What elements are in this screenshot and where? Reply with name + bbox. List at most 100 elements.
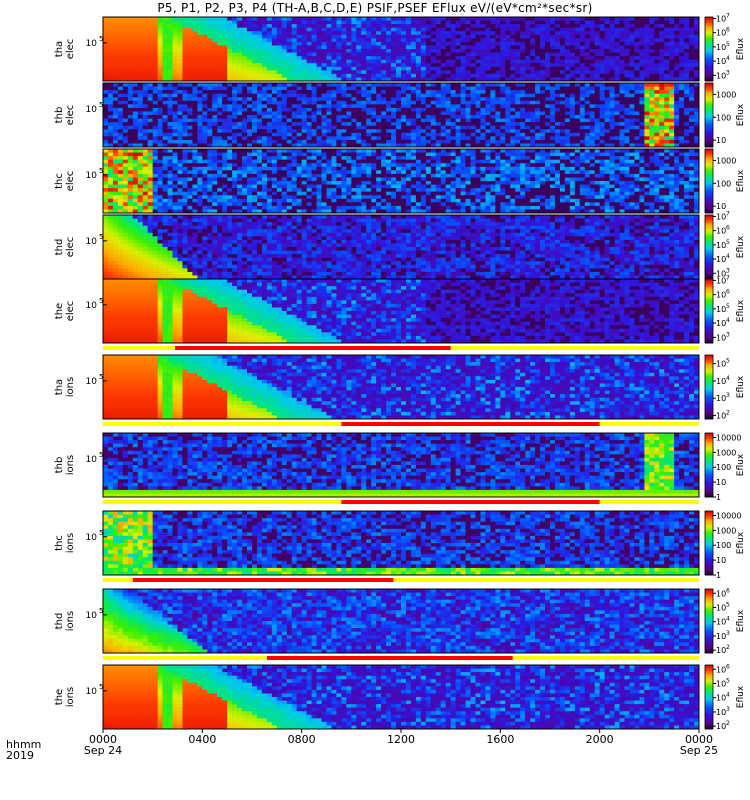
spectrogram-cell xyxy=(674,24,680,28)
spectrogram-cell xyxy=(510,59,516,64)
spectrogram-cell xyxy=(470,66,476,71)
spectrogram-cell xyxy=(117,136,124,141)
spectrogram-cell xyxy=(301,83,307,87)
spectrogram-cell xyxy=(356,41,362,46)
spectrogram-cell xyxy=(624,136,630,141)
spectrogram-cell xyxy=(187,143,193,148)
spectrogram-cell xyxy=(684,34,690,39)
spectrogram-cell xyxy=(396,97,402,102)
spectrogram-cell xyxy=(455,122,461,126)
spectrogram-cell xyxy=(490,38,496,43)
spectrogram-cell xyxy=(490,107,496,112)
spectrogram-cell xyxy=(634,17,640,21)
spectrogram-cell xyxy=(619,86,625,91)
spectrogram-cell xyxy=(276,41,283,46)
spectrogram-cell xyxy=(579,132,586,137)
spectrogram-cell xyxy=(396,111,402,116)
spectrogram-cell xyxy=(564,93,571,98)
spectrogram-cell xyxy=(614,104,620,109)
spectrogram-cell xyxy=(530,38,536,43)
spectrogram-cell xyxy=(515,139,521,144)
spectrogram-cell xyxy=(505,118,511,123)
spectrogram-cell xyxy=(152,139,158,144)
spectrogram-cell xyxy=(107,163,114,168)
spectrogram-cell xyxy=(217,34,223,39)
spectrogram-cell xyxy=(604,139,610,144)
spectrogram-cell xyxy=(112,38,119,43)
spectrogram-cell xyxy=(505,49,511,53)
spectrogram-cell xyxy=(252,136,258,141)
spectrogram-cell xyxy=(296,52,302,57)
spectrogram-cell xyxy=(232,149,238,153)
spectrogram-cell xyxy=(103,159,109,164)
spectrogram-cell xyxy=(669,122,675,126)
spectrogram-cell xyxy=(440,122,446,126)
spectrogram-cell xyxy=(535,73,541,78)
spectrogram-cell xyxy=(614,111,620,116)
colorbar-segment xyxy=(705,137,713,140)
spectrogram-cell xyxy=(689,107,695,112)
spectrogram-cell xyxy=(495,136,501,141)
spectrogram-cell xyxy=(659,66,665,71)
spectrogram-cell xyxy=(386,63,392,68)
spectrogram-cell xyxy=(177,24,183,28)
spectrogram-cell xyxy=(356,143,362,148)
spectrogram-cell xyxy=(132,129,139,134)
spectrogram-cell xyxy=(445,107,451,112)
spectrogram-cell xyxy=(212,129,218,134)
spectrogram-cell xyxy=(371,125,377,130)
spectrogram-cell xyxy=(644,17,650,21)
spectrogram-cell xyxy=(460,56,466,60)
colorbar-segment xyxy=(705,77,713,80)
spectrogram-cell xyxy=(455,59,461,64)
spectrogram-cell xyxy=(639,125,645,130)
spectrogram-cell xyxy=(217,149,223,153)
spectrogram-cell xyxy=(574,31,581,36)
spectrogram-cell xyxy=(604,100,610,105)
spectrogram-cell xyxy=(326,45,332,50)
spectrogram-cell xyxy=(356,66,362,71)
spectrogram-cell xyxy=(386,38,392,43)
spectrogram-cell xyxy=(202,166,208,171)
spectrogram-cell xyxy=(366,139,372,144)
spectrogram-cell xyxy=(599,104,605,109)
spectrogram-cell xyxy=(430,49,437,53)
spectrogram-cell xyxy=(217,184,223,189)
spectrogram-cell xyxy=(192,52,198,57)
spectrogram-cell xyxy=(122,86,129,91)
spectrogram-cell xyxy=(222,132,228,137)
spectrogram-cell xyxy=(564,27,571,32)
spectrogram-cell xyxy=(669,118,675,123)
spectrogram-cell xyxy=(222,173,228,178)
spectrogram-cell xyxy=(336,66,342,71)
spectrogram-cell xyxy=(286,24,293,28)
spectrogram-cell xyxy=(500,49,506,53)
spectrogram-cell xyxy=(316,139,322,144)
spectrogram-cell xyxy=(525,24,531,28)
spectrogram-cell xyxy=(619,118,625,123)
spectrogram-cell xyxy=(237,107,243,112)
spectrogram-cell xyxy=(629,83,635,87)
spectrogram-cell xyxy=(649,20,655,25)
spectrogram-cell xyxy=(609,59,615,64)
colorbar-segment xyxy=(705,110,713,113)
spectrogram-cell xyxy=(112,34,119,39)
spectrogram-cell xyxy=(450,90,456,94)
spectrogram-cell xyxy=(276,100,283,105)
spectrogram-cell xyxy=(530,45,536,50)
spectrogram-cell xyxy=(550,111,556,116)
spectrogram-cell xyxy=(559,139,566,144)
spectrogram-cell xyxy=(187,107,193,112)
spectrogram-cell xyxy=(480,66,486,71)
spectrogram-cell xyxy=(485,118,491,123)
spectrogram-cell xyxy=(386,34,392,39)
spectrogram-cell xyxy=(212,170,218,175)
spectrogram-cell xyxy=(460,107,466,112)
spectrogram-cell xyxy=(679,132,685,137)
spectrogram-cell xyxy=(331,24,337,28)
spectrogram-cell xyxy=(614,115,620,119)
spectrogram-cell xyxy=(137,31,144,36)
spectrogram-cell xyxy=(430,66,437,71)
spectrogram-cell xyxy=(450,136,456,141)
spectrogram-cell xyxy=(341,20,347,25)
